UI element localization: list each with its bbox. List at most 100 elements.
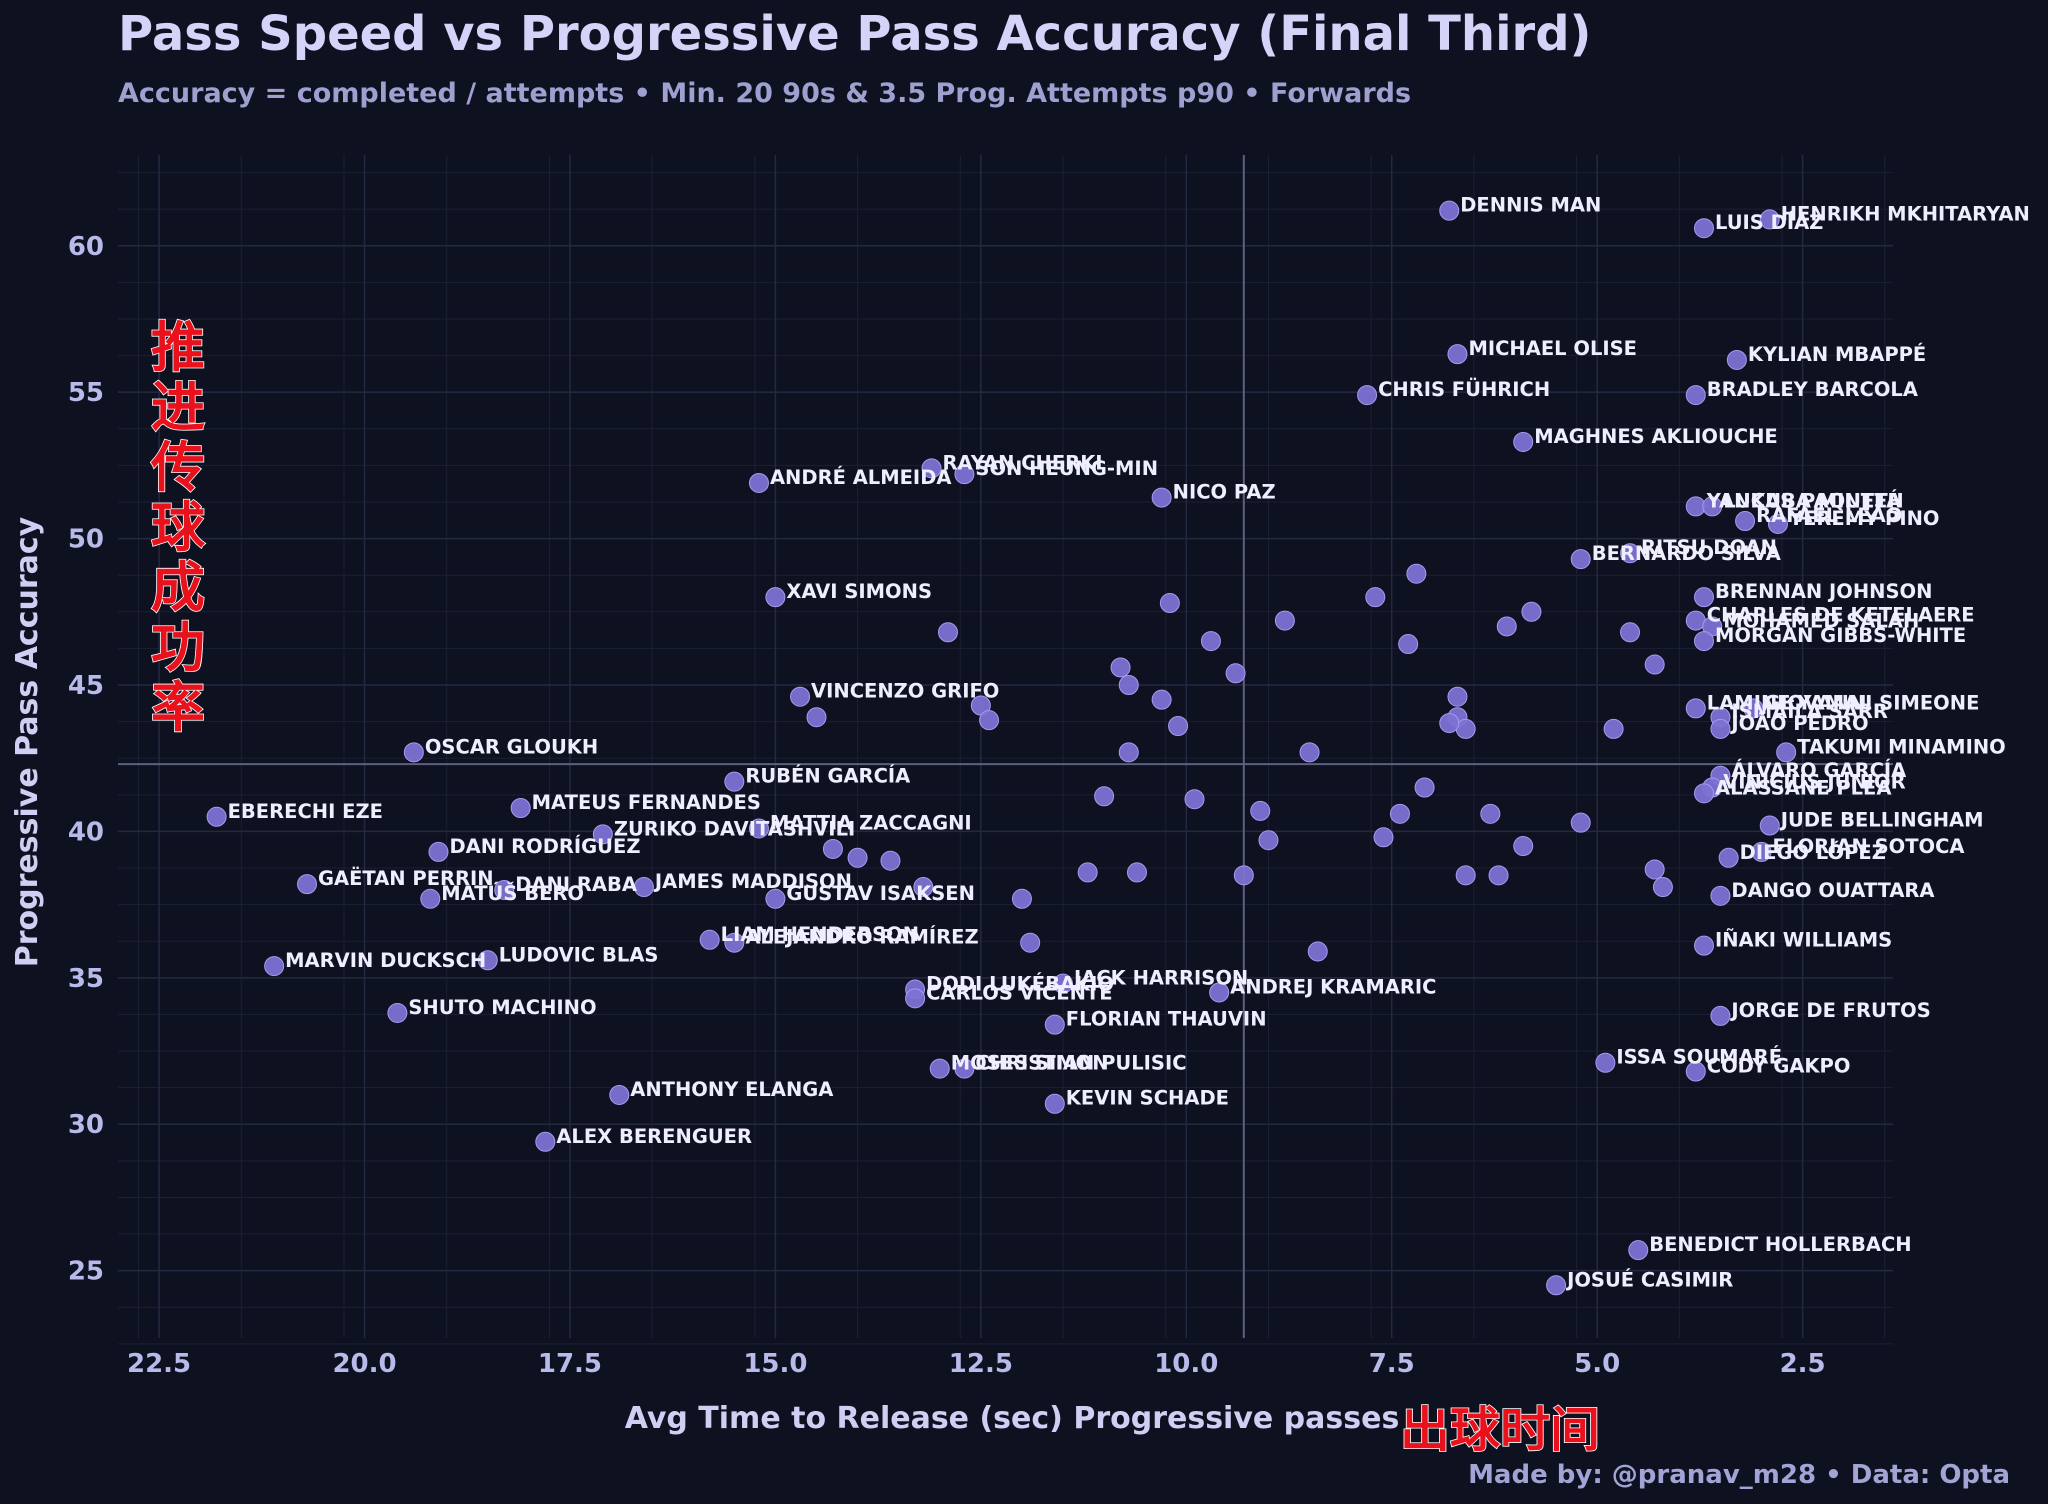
data-point	[1759, 815, 1780, 836]
data-point	[1126, 862, 1147, 883]
point-label: BENEDICT HOLLERBACH	[1649, 1233, 1911, 1256]
point-label: ALEX BERENGUER	[556, 1125, 752, 1148]
data-point	[1094, 786, 1115, 807]
point-label: JORGE DE FRUTOS	[1729, 999, 1930, 1022]
data-point	[1373, 827, 1394, 848]
data-point	[724, 932, 745, 953]
data-point	[1110, 657, 1131, 678]
data-point	[699, 929, 720, 950]
data-point	[1488, 865, 1509, 886]
data-point	[1718, 847, 1739, 868]
data-point	[929, 1058, 950, 1079]
data-point	[1620, 543, 1641, 564]
data-point	[1693, 783, 1714, 804]
y-annotation-char: 推	[151, 316, 205, 379]
data-point	[880, 850, 901, 871]
data-point	[1521, 601, 1542, 622]
data-point	[1151, 689, 1172, 710]
y-tick-label: 25	[68, 1257, 104, 1287]
data-point	[1710, 885, 1731, 906]
point-label: MORGAN GIBBS-WHITE	[1715, 624, 1966, 647]
data-point	[609, 1084, 630, 1105]
data-point	[1546, 1275, 1567, 1296]
data-point	[1726, 349, 1747, 370]
data-point	[1118, 742, 1139, 763]
point-label: YANKUBA MINTEH	[1706, 489, 1904, 512]
point-label: MARVIN DUCKSCH	[285, 949, 486, 972]
data-point	[1620, 622, 1641, 643]
point-label: DIEGO LÓPEZ	[1740, 840, 1886, 864]
data-point	[1693, 935, 1714, 956]
point-label: RAFAEL LEÃO	[1756, 503, 1902, 527]
data-point	[1168, 716, 1189, 737]
point-label: LUDOVIC BLAS	[499, 943, 659, 966]
y-tick-label: 50	[68, 525, 104, 555]
point-label: MOHAMED SALAH	[1723, 609, 1919, 632]
x-tick-label: 12.5	[949, 1349, 1013, 1379]
data-point	[494, 879, 515, 900]
data-point	[765, 587, 786, 608]
data-point	[510, 797, 531, 818]
data-point	[1053, 973, 1074, 994]
x-tick-label: 7.5	[1369, 1349, 1415, 1379]
point-label: HENRIKH MKHITARYAN	[1781, 202, 2030, 225]
point-label: MOSES SIMON	[951, 1052, 1109, 1075]
x-tick-label: 17.5	[538, 1349, 602, 1379]
data-point	[724, 771, 745, 792]
point-label: EBERECHI EZE	[228, 800, 383, 823]
x-tick-label: 22.5	[127, 1349, 191, 1379]
data-point	[1118, 675, 1139, 696]
point-label: VINCENZO GRIFO	[811, 680, 999, 703]
y-tick-labels: 25 30 35 40 45 50 55 60	[68, 232, 104, 1287]
x-tick-label: 15.0	[743, 1349, 807, 1379]
y-annotation-char: 率	[151, 676, 205, 739]
point-label: JUDE BELLINGHAM	[1779, 809, 1984, 832]
point-label: RITSU DOAN	[1641, 536, 1777, 559]
point-label: DANI RODRÍGUEZ	[449, 835, 640, 858]
data-point	[1406, 563, 1427, 584]
point-label: BRADLEY BARCOLA	[1707, 378, 1918, 401]
data-point	[1455, 865, 1476, 886]
data-point	[1011, 888, 1032, 909]
point-label: MATTIA ZACCAGNI	[770, 811, 972, 834]
point-label: ALASSANE PLÉA	[1715, 776, 1891, 799]
data-point	[633, 877, 654, 898]
point-label: KYLIAN MBAPPÉ	[1748, 343, 1926, 366]
data-point	[1693, 218, 1714, 239]
point-label: DANGO OUATTARA	[1731, 879, 1934, 902]
data-point	[1603, 718, 1624, 739]
data-point	[1595, 1052, 1616, 1073]
x-tick-label: 10.0	[1154, 1349, 1218, 1379]
point-label: CODY GAKPO	[1707, 1055, 1851, 1078]
data-point	[1767, 513, 1788, 534]
data-point	[1389, 803, 1410, 824]
data-point	[913, 877, 934, 898]
data-point	[1044, 1014, 1065, 1035]
data-point	[1447, 686, 1468, 707]
data-point	[1209, 982, 1230, 1003]
point-label: XAVI SIMONS	[786, 580, 932, 603]
y-tick-label: 35	[68, 964, 104, 994]
point-label: OSCAR GLOUKH	[425, 735, 598, 758]
point-label: NICO PAZ	[1173, 481, 1276, 504]
data-point	[1628, 1240, 1649, 1261]
data-point	[954, 1058, 975, 1079]
y-tick-label: 60	[68, 232, 104, 262]
data-point	[1513, 431, 1534, 452]
data-point	[477, 950, 498, 971]
point-label: LUCAS PAQUETÁ	[1723, 489, 1901, 512]
data-point	[790, 686, 811, 707]
data-point	[387, 1002, 408, 1023]
point-label: ÁLVARO GARCÍA	[1731, 759, 1906, 782]
y-tick-label: 45	[68, 671, 104, 701]
data-point	[1365, 587, 1386, 608]
point-label: ANDREJ KRAMARIC	[1230, 975, 1436, 998]
data-point	[1751, 841, 1772, 862]
point-label: FLORIAN THAUVIN	[1066, 1008, 1267, 1031]
point-label: BERNARDO SILVA	[1592, 542, 1781, 565]
data-point	[1776, 742, 1797, 763]
data-point	[1225, 663, 1246, 684]
data-point	[1250, 800, 1271, 821]
data-point	[1644, 859, 1665, 880]
